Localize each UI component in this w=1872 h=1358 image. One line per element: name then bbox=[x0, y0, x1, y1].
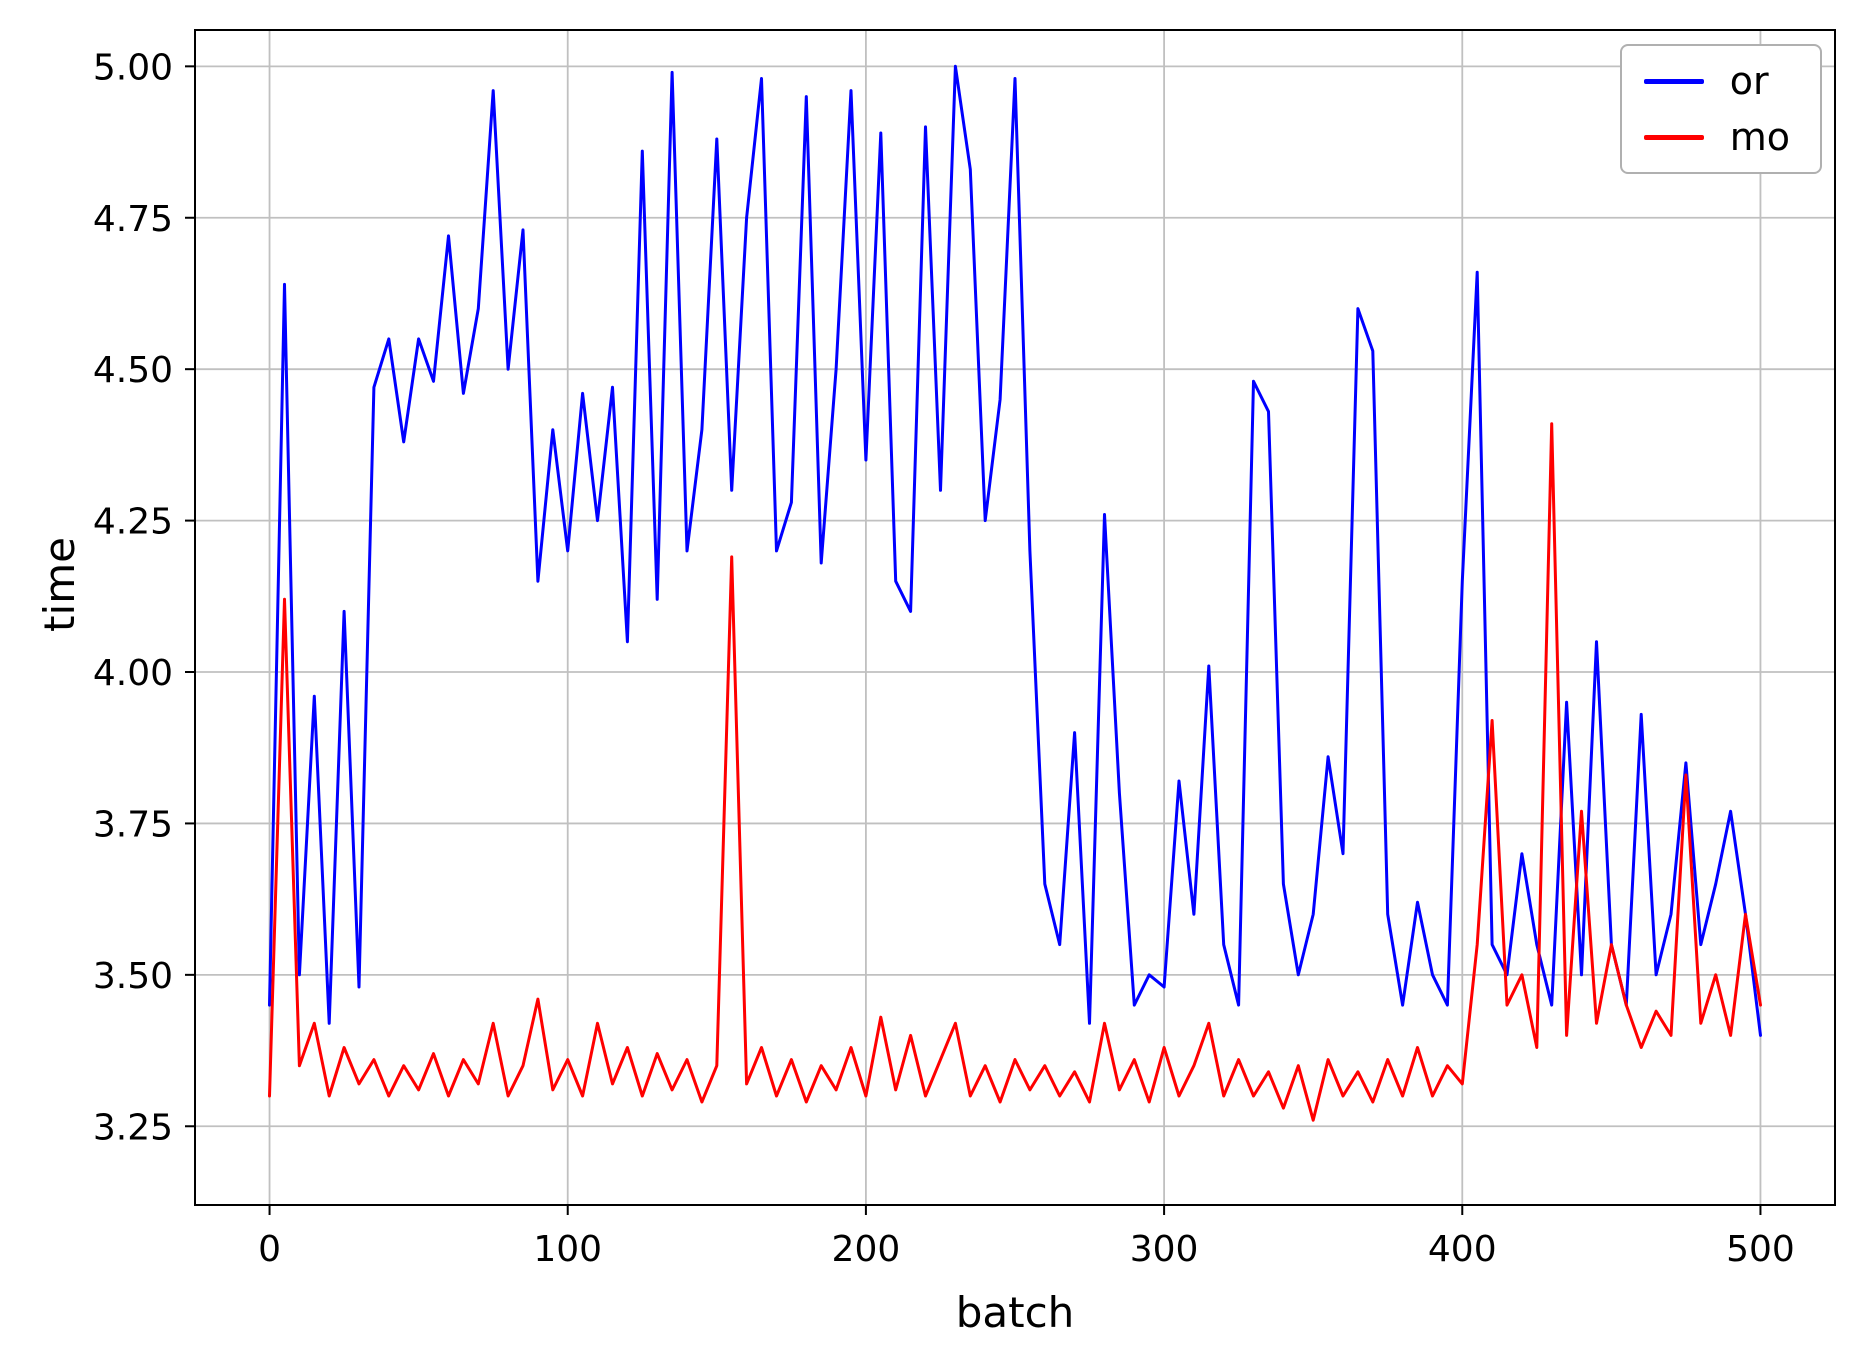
x-tick-label: 500 bbox=[1726, 1229, 1795, 1270]
y-tick-label: 5.00 bbox=[93, 47, 173, 88]
y-tick-label: 4.75 bbox=[93, 199, 173, 240]
legend-item-mo: mo bbox=[1643, 115, 1790, 159]
series-line-mo bbox=[268, 422, 1762, 1122]
x-tick-label: 100 bbox=[533, 1229, 602, 1270]
x-tick-label: 200 bbox=[832, 1229, 901, 1270]
series-line-or bbox=[268, 64, 1762, 1037]
axes-border bbox=[194, 29, 1836, 1206]
legend-label-or: or bbox=[1729, 59, 1769, 103]
x-tick-label: 300 bbox=[1130, 1229, 1199, 1270]
y-axis-label: time bbox=[34, 537, 84, 632]
y-tick-label: 3.25 bbox=[93, 1107, 173, 1148]
x-axis-label: batch bbox=[955, 1288, 1075, 1337]
y-tick-label: 4.50 bbox=[93, 350, 173, 391]
y-tick-label: 3.75 bbox=[93, 804, 173, 845]
x-tick-label: 400 bbox=[1428, 1229, 1497, 1270]
y-tick-label: 4.25 bbox=[93, 502, 173, 543]
y-tick-label: 4.00 bbox=[93, 653, 173, 694]
legend-label-mo: mo bbox=[1729, 115, 1790, 159]
legend-line-or bbox=[1643, 78, 1704, 84]
legend-item-or: or bbox=[1643, 59, 1790, 103]
legend: or mo bbox=[1619, 44, 1822, 174]
y-tick-label: 3.50 bbox=[93, 956, 173, 997]
x-tick-label: 0 bbox=[258, 1229, 281, 1270]
legend-line-mo bbox=[1643, 134, 1704, 140]
